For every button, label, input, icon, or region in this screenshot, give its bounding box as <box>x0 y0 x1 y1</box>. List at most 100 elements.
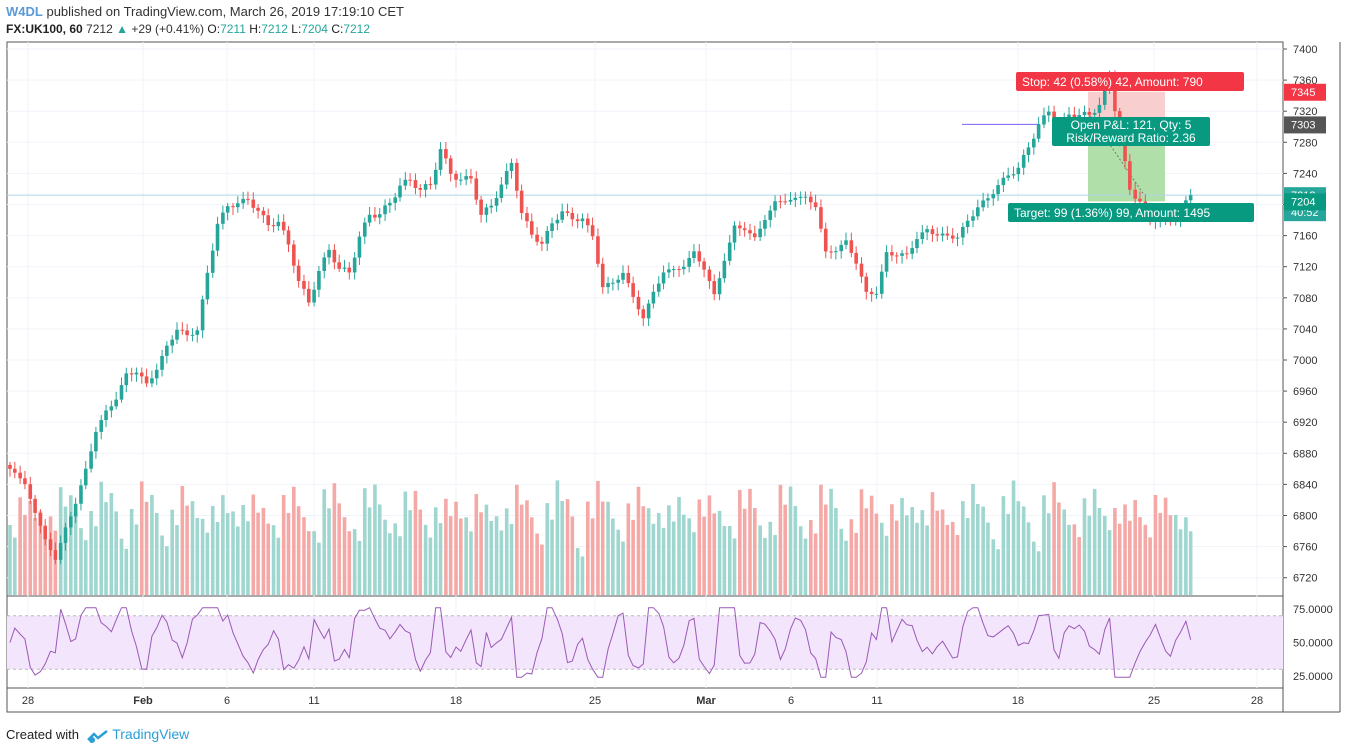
tradingview-brand[interactable]: TradingView <box>112 726 190 742</box>
volume-bar <box>413 490 418 595</box>
last-price: 7212 <box>86 22 113 36</box>
candle-body <box>215 223 220 251</box>
candle-body <box>377 214 382 218</box>
volume-bar <box>448 516 453 595</box>
author-name[interactable]: W4DL <box>6 4 43 19</box>
volume-bar <box>377 504 382 595</box>
candle-body <box>692 251 696 259</box>
candle-body <box>752 233 757 238</box>
volume-bar <box>555 480 560 595</box>
volume-bar <box>373 484 377 595</box>
volume-bar <box>195 518 200 595</box>
candle-body <box>823 228 828 252</box>
volume-bar <box>489 520 494 595</box>
candle-body <box>529 221 534 235</box>
volume-bar <box>560 501 564 595</box>
candle-body <box>154 369 159 379</box>
candle-body <box>94 431 98 452</box>
candle-body <box>580 218 585 222</box>
volume-bar <box>935 510 940 595</box>
volume-bar <box>139 481 144 595</box>
volume-bar <box>1036 551 1041 595</box>
volume-bar <box>509 523 514 595</box>
candle-body <box>798 196 803 198</box>
price-tick-label: 7120 <box>1293 262 1317 274</box>
volume-bar <box>231 511 235 595</box>
candle-body <box>261 210 266 216</box>
volume-bar <box>1026 522 1031 595</box>
volume-bar <box>1072 524 1077 595</box>
price-tick-label: 7040 <box>1293 324 1317 336</box>
volume-bar <box>454 501 458 595</box>
candle-body <box>124 373 129 386</box>
candle-body <box>499 184 504 198</box>
volume-bar <box>479 512 483 595</box>
volume-bar <box>585 501 590 595</box>
volume-bar <box>1001 496 1006 595</box>
candle-body <box>347 267 352 273</box>
candle-body <box>519 190 524 214</box>
candle-body <box>590 225 595 237</box>
volume-bar <box>519 504 524 595</box>
candle-body <box>236 203 240 208</box>
volume-bar <box>352 529 357 595</box>
stop-label-bg <box>1016 72 1244 91</box>
volume-bar <box>894 520 899 595</box>
volume-bar <box>43 526 48 595</box>
candle-body <box>438 148 443 170</box>
candle-body <box>986 198 990 201</box>
volume-bar <box>829 488 833 595</box>
candle-body <box>469 176 473 179</box>
candle-body <box>925 229 929 233</box>
candle-body <box>352 257 357 273</box>
candle-body <box>1097 104 1102 113</box>
volume-bar <box>702 516 706 595</box>
candle-body <box>160 355 164 370</box>
volume-bar <box>423 524 428 595</box>
candle-body <box>454 173 458 180</box>
volume-bar <box>535 533 539 595</box>
candle-body <box>834 251 838 253</box>
volume-bar <box>215 522 220 595</box>
volume-bar <box>398 536 402 595</box>
price-tick-label: 7400 <box>1293 44 1317 56</box>
symbol-name[interactable]: FX:UK100, 60 <box>6 22 83 36</box>
volume-bar <box>844 540 848 595</box>
candle-body <box>656 283 661 292</box>
change-value: +29 (+0.41%) <box>131 22 205 36</box>
volume-bar <box>879 522 884 595</box>
volume-bar <box>94 526 98 595</box>
candle-body <box>809 196 813 203</box>
time-tick-label: 6 <box>788 695 794 707</box>
candle-body <box>626 272 631 284</box>
volume-bar <box>975 503 980 595</box>
candle-body <box>504 171 509 185</box>
volume-bar <box>874 513 879 595</box>
candle-body <box>879 271 884 294</box>
volume-bar <box>1123 504 1127 595</box>
entry-price-badge: 7303 <box>1291 119 1315 131</box>
volume-bar <box>185 505 189 595</box>
volume-bar <box>63 506 68 595</box>
volume-bar <box>383 519 387 595</box>
volume-bar <box>991 539 996 595</box>
volume-bar <box>200 518 205 595</box>
volume-bar <box>900 497 904 595</box>
time-tick-label: 28 <box>22 695 34 707</box>
volume-bar <box>869 495 874 595</box>
risk-reward-label: Risk/Reward Ratio: 2.36 <box>1066 131 1196 145</box>
candle-body <box>783 201 787 203</box>
volume-bar <box>428 537 433 595</box>
candle-body <box>296 265 301 282</box>
candle-body <box>292 244 296 266</box>
volume-bar <box>955 535 960 595</box>
volume-bar <box>763 537 767 595</box>
volume-bar <box>707 495 712 595</box>
volume-bar <box>150 494 154 595</box>
volume-bar <box>499 530 504 595</box>
volume-bar <box>362 488 367 595</box>
volume-bar <box>180 485 185 595</box>
volume-bar <box>104 502 108 595</box>
volume-bar <box>961 501 965 595</box>
